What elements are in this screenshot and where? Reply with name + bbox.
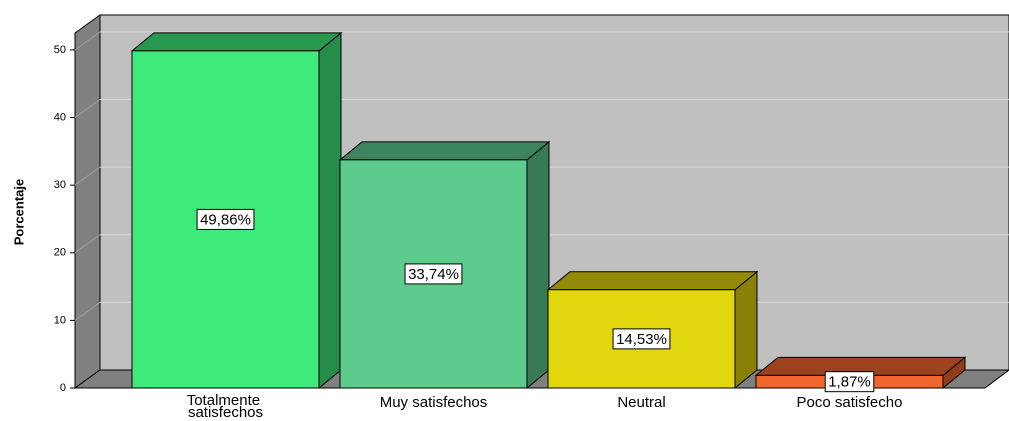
bar-top (338, 141, 551, 161)
bar-top (546, 271, 759, 291)
grid-line (74, 99, 101, 118)
y-tick-label: 10 (54, 314, 66, 326)
x-tick-label: Neutral (617, 394, 665, 411)
y-tick-label: 50 (54, 44, 66, 56)
bar-side (318, 31, 342, 390)
x-tick-label: Totalmente satisfechos (187, 392, 265, 421)
x-tick-label: Poco satisfecho (797, 394, 903, 411)
grid-line (74, 31, 101, 51)
value-label-box (196, 208, 255, 230)
y-tick-label: 40 (54, 111, 66, 123)
left-wall (74, 14, 101, 389)
bar (131, 50, 320, 389)
x-tick-label-line: satisfechos (188, 404, 263, 421)
bar-side (526, 140, 550, 390)
bar-side (734, 270, 758, 390)
bar-top (130, 32, 343, 52)
value-label: 33,74% (408, 266, 459, 283)
y-tick-label: 20 (54, 247, 66, 259)
grid-line (74, 234, 101, 254)
x-tick-label-line: Totalmente (187, 392, 265, 409)
y-tick-label: 0 (60, 382, 66, 394)
value-label-box (612, 328, 671, 350)
x-tick-label: Muy satisfechos (380, 394, 488, 411)
y-axis-label: Porcentaje (11, 179, 26, 245)
value-label: 49,86% (200, 211, 251, 228)
value-label-box (824, 371, 875, 393)
y-tick-label: 30 (54, 179, 66, 191)
grid-line (74, 166, 101, 186)
value-label-box (404, 263, 463, 285)
value-label: 14,53% (616, 331, 667, 348)
value-label: 1,87% (828, 374, 871, 391)
grid-line (74, 301, 101, 321)
